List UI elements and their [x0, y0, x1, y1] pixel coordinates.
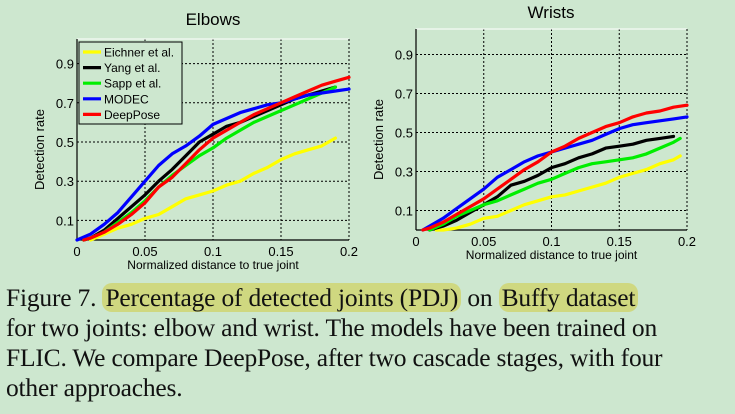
caption-line-2: for two joints: elbow and wrist. The mod…	[6, 313, 657, 342]
elbows-x-tick-label: 0.05	[132, 244, 157, 259]
wrists-series-deeppose	[421, 103, 689, 232]
wrists-y-tick-label: 0.7	[395, 87, 413, 102]
caption-figure-label: Figure 7.	[6, 283, 103, 312]
wrists-x-tick-label: 0.15	[607, 234, 632, 249]
wrists-x-label: Normalized distance to true joint	[466, 248, 638, 262]
caption-line-4: other approaches.	[6, 373, 183, 402]
elbows-x-tick-label: 0.2	[340, 244, 358, 259]
elbows-x-tick-label: 0.15	[268, 244, 293, 259]
wrists-y-tick-label: 0.5	[395, 126, 413, 141]
caption-text-on: on	[461, 283, 499, 312]
legend-label: Sapp et al.	[104, 77, 161, 91]
wrists-y-label: Detection rate	[371, 99, 386, 180]
wrists-series-yang-et-al	[428, 134, 676, 232]
wrists-grid	[416, 29, 687, 230]
legend-label: DeepPose	[104, 108, 160, 122]
elbows-y-label: Detection rate	[32, 109, 47, 190]
legend-label: Eichner et al.	[104, 46, 174, 60]
figure-caption: Figure 7. Percentage of detected joints …	[6, 283, 730, 403]
elbows-legend: Eichner et al.Yang et al. Sapp et al.MODE…	[78, 41, 183, 125]
elbows-series-deeppose	[82, 75, 351, 242]
wrists-x-tick-label: 0.05	[471, 234, 496, 249]
wrists-series-sapp-et-al	[428, 136, 682, 232]
elbows-y-tick-label: 0.7	[56, 96, 74, 111]
elbows-y-tick-label: 0.9	[56, 57, 74, 72]
elbows-plot: Elbows 0 0.05 0.1 0.15 0.2 0.1 0.3 0.5 0.7 0.9 Norm…	[32, 10, 358, 272]
caption-highlight-buffy: Buffy dataset	[498, 283, 639, 312]
wrists-x-tick-label: 0	[412, 234, 419, 249]
wrists-series-eichner-et-al	[434, 154, 682, 232]
elbows-y-tick-label: 0.1	[56, 213, 74, 228]
wrists-y-tick-label: 0.3	[395, 165, 413, 180]
legend-label: Yang et al.	[104, 61, 160, 75]
wrists-plot: Wrists 0 0.05 0.1 0.15 0.2 0.1 0.3 0.5 0.7 0.9 Norm…	[371, 3, 696, 262]
wrists-title: Wrists	[528, 3, 575, 22]
elbows-title: Elbows	[186, 10, 241, 29]
elbows-series-eichner-et-al	[88, 136, 337, 242]
elbows-x-tick-label: 0	[73, 244, 80, 259]
elbows-series-modec	[75, 87, 351, 242]
elbows-x-tick-label: 0.1	[204, 244, 222, 259]
legend-label: MODEC	[104, 92, 149, 106]
wrists-y-tick-label: 0.9	[395, 48, 413, 63]
elbows-x-label: Normalized distance to true joint	[127, 258, 299, 272]
elbows-y-tick-label: 0.3	[56, 174, 74, 189]
caption-line-1: Figure 7. Percentage of detected joints …	[6, 283, 730, 313]
caption-line-3: FLIC. We compare DeepPose, after two cas…	[6, 343, 663, 372]
elbows-y-tick-label: 0.5	[56, 135, 74, 150]
wrists-x-tick-label: 0.2	[678, 234, 696, 249]
caption-highlight-pdj: Percentage of detected joints (PDJ)	[102, 283, 462, 312]
wrists-x-tick-label: 0.1	[542, 234, 560, 249]
wrists-y-tick-label: 0.1	[395, 204, 413, 219]
